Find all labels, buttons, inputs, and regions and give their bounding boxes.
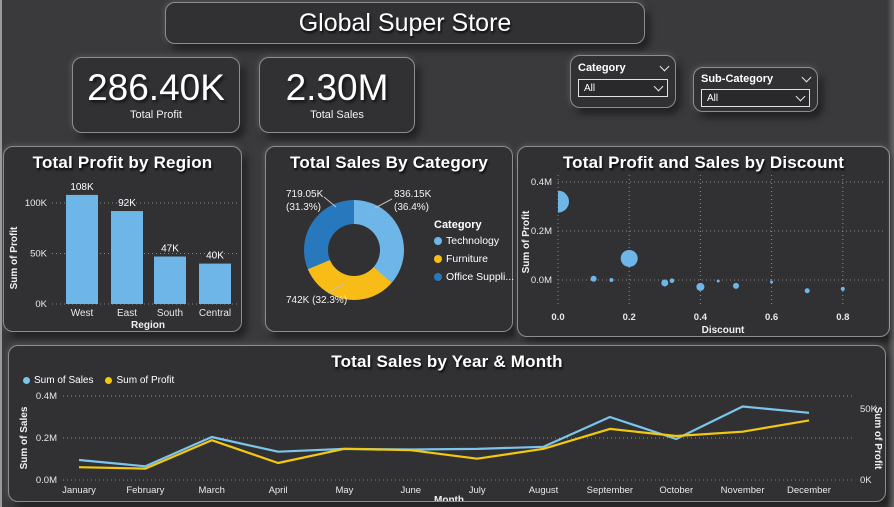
svg-text:Discount: Discount	[702, 325, 745, 336]
bar-chart-plot[interactable]: 0K 50K 100K 108K West 92K East 47K South 40K Centr…	[4, 173, 241, 331]
svg-text:South: South	[157, 308, 183, 319]
svg-text:September: September	[587, 485, 633, 496]
svg-text:West: West	[71, 308, 94, 319]
svg-text:0.0M: 0.0M	[36, 475, 57, 486]
svg-text:0.2M: 0.2M	[36, 433, 57, 444]
donut-callout-label: 836.15K (36.4%)	[394, 189, 432, 213]
svg-text:Sum of Profit: Sum of Profit	[872, 407, 883, 470]
category-slicer-panel: Category All	[570, 55, 676, 108]
donut-legend-item-label: Technology	[446, 235, 500, 247]
svg-text:Month: Month	[434, 495, 464, 501]
chevron-down-icon[interactable]	[795, 91, 806, 102]
svg-text:0.4M: 0.4M	[36, 391, 57, 402]
scatter-chart-panel: Total Profit and Sales by Discount 0.0 0.…	[517, 146, 890, 337]
svg-text:50K: 50K	[30, 249, 48, 260]
svg-text:Sum of Profit: Sum of Profit	[9, 226, 20, 289]
legend-dot-icon	[434, 237, 442, 245]
donut-legend-item[interactable]: Technology	[434, 235, 514, 247]
legend-dot-icon	[434, 255, 442, 263]
bar-chart-title: Total Profit by Region	[32, 153, 213, 172]
svg-text:0K: 0K	[35, 299, 47, 310]
svg-text:0.2M: 0.2M	[531, 226, 552, 237]
svg-text:40K: 40K	[206, 251, 224, 262]
bar-chart-panel: Total Profit by Region 0K 50K 100K 108K West…	[3, 146, 242, 332]
line-chart-legend: Sum of Sales Sum of Profit	[23, 375, 174, 386]
donut-callout-label: 719.05K (31.3%)	[286, 189, 324, 213]
category-slicer-label: Category	[578, 62, 626, 74]
subcategory-slicer-panel: Sub-Category All	[693, 67, 818, 112]
svg-text:East: East	[117, 308, 137, 319]
svg-text:May: May	[335, 485, 353, 496]
svg-text:100K: 100K	[25, 198, 48, 209]
svg-text:Central: Central	[199, 308, 231, 319]
line-legend-item[interactable]: Sum of Profit	[105, 375, 174, 386]
svg-text:April: April	[269, 485, 288, 496]
svg-text:November: November	[721, 485, 765, 496]
category-dropdown-value: All	[584, 82, 596, 94]
donut-callout-label: 742K (32.3%)	[286, 295, 348, 306]
svg-text:108K: 108K	[70, 182, 94, 193]
svg-text:January: January	[62, 485, 96, 496]
svg-text:Sum of Sales: Sum of Sales	[19, 406, 30, 469]
svg-text:February: February	[126, 485, 164, 496]
subcategory-dropdown[interactable]: All	[701, 89, 810, 107]
line-legend-item-label: Sum of Profit	[116, 375, 175, 386]
donut-legend-item[interactable]: Furniture	[434, 253, 514, 265]
scatter-chart-plot[interactable]: 0.0 0.2 0.4 0.6 0.8 0.0M 0.2M 0.4M Discount Sum o…	[518, 147, 889, 336]
svg-text:0K: 0K	[860, 475, 872, 486]
kpi-total-profit-label: Total Profit	[130, 109, 182, 122]
svg-text:July: July	[469, 485, 486, 496]
svg-text:0.2: 0.2	[623, 312, 636, 323]
line-chart-panel: Total Sales by Year & Month Sum of Sales…	[8, 345, 886, 502]
donut-legend: Category Technology Furniture Office Suppl…	[434, 219, 514, 289]
chevron-down-icon[interactable]	[659, 61, 670, 72]
svg-text:0.4M: 0.4M	[531, 177, 552, 188]
svg-text:50K: 50K	[860, 404, 878, 415]
donut-legend-item[interactable]: Office Suppli...	[434, 271, 514, 283]
svg-text:0.8: 0.8	[836, 312, 849, 323]
kpi-card-total-sales: 2.30M Total Sales	[259, 57, 415, 133]
donut-legend-item-label: Office Suppli...	[446, 271, 515, 283]
kpi-card-total-profit: 286.40K Total Profit	[72, 57, 240, 133]
subcategory-dropdown-value: All	[707, 92, 719, 104]
line-chart-title: Total Sales by Year & Month	[331, 352, 563, 371]
kpi-total-sales-value: 2.30M	[285, 66, 389, 108]
svg-text:0.0M: 0.0M	[531, 275, 552, 286]
kpi-total-profit-value: 286.40K	[87, 66, 225, 108]
svg-text:0.4: 0.4	[694, 312, 708, 323]
scatter-chart-title: Total Profit and Sales by Discount	[562, 153, 845, 172]
category-dropdown[interactable]: All	[578, 79, 668, 97]
legend-dot-icon	[434, 273, 442, 281]
legend-dot-icon	[23, 377, 30, 384]
svg-text:92K: 92K	[118, 198, 136, 209]
svg-text:Region: Region	[131, 320, 165, 331]
chevron-down-icon[interactable]	[801, 72, 812, 83]
svg-text:June: June	[400, 485, 421, 496]
chevron-down-icon[interactable]	[653, 81, 664, 92]
svg-text:Sum of Profit: Sum of Profit	[521, 210, 532, 273]
line-chart-plot[interactable]: 0.0M 0.2M 0.4M 0K 50K January February March Apr…	[9, 346, 885, 501]
donut-legend-title: Category	[434, 219, 482, 231]
svg-text:March: March	[199, 485, 225, 496]
svg-text:0.6: 0.6	[765, 312, 778, 323]
legend-dot-icon	[105, 377, 113, 384]
line-legend-item-label: Sum of Sales	[34, 375, 94, 386]
line-legend-item[interactable]: Sum of Sales	[23, 375, 93, 386]
subcategory-slicer-label: Sub-Category	[701, 73, 774, 85]
donut-legend-item-label: Furniture	[446, 253, 489, 265]
page-title: Global Super Store	[298, 9, 512, 37]
svg-text:December: December	[787, 485, 831, 496]
donut-chart-title: Total Sales By Category	[290, 153, 488, 172]
report-title-panel: Global Super Store	[165, 2, 645, 44]
kpi-total-sales-label: Total Sales	[310, 109, 364, 122]
svg-text:0.0: 0.0	[551, 312, 564, 323]
donut-hole	[328, 224, 380, 276]
svg-text:October: October	[659, 485, 693, 496]
svg-text:47K: 47K	[161, 244, 179, 255]
svg-text:August: August	[529, 485, 559, 496]
donut-chart-panel: Total Sales By Category 836.15K (36.4%) 7…	[265, 146, 514, 332]
